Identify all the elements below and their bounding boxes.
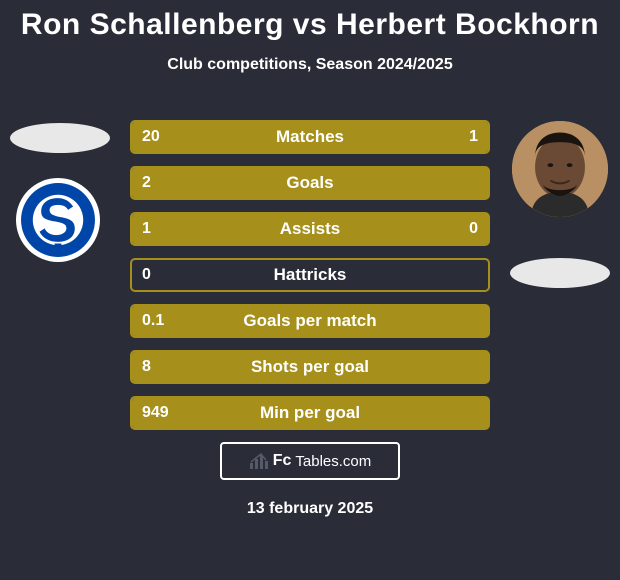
- stat-value-player2: 1: [469, 128, 478, 146]
- stat-value-player1: 0: [142, 266, 151, 284]
- player2-avatar: [512, 121, 608, 217]
- stat-label: Min per goal: [132, 403, 488, 423]
- footer-brand-bold: Fc: [273, 452, 292, 470]
- stat-label: Goals per match: [132, 311, 488, 331]
- bars-logo-icon: [249, 451, 269, 471]
- player1-oval: [10, 123, 110, 153]
- footer-brand-box: FcTables.com: [220, 442, 400, 480]
- stat-row: Goals2: [130, 166, 490, 200]
- stat-label: Assists: [132, 219, 488, 239]
- stat-row: Shots per goal8: [130, 350, 490, 384]
- player1-club-crest: 04: [16, 178, 100, 262]
- stat-value-player1: 2: [142, 174, 151, 192]
- comparison-title: Ron Schallenberg vs Herbert Bockhorn: [0, 0, 620, 42]
- player2-oval: [510, 258, 610, 288]
- comparison-subtitle: Club competitions, Season 2024/2025: [0, 56, 620, 74]
- stat-label: Hattricks: [132, 265, 488, 285]
- stat-label: Goals: [132, 173, 488, 193]
- svg-text:04: 04: [53, 247, 63, 257]
- footer-brand-rest: Tables.com: [295, 453, 371, 470]
- stat-value-player2: 0: [469, 220, 478, 238]
- stat-row: Matches20 1: [130, 120, 490, 154]
- stats-bars: Matches201Goals2Assists10Hattricks0Goals…: [130, 120, 490, 442]
- player-photo-icon: [512, 121, 608, 217]
- stat-label: Matches: [132, 127, 488, 147]
- stat-row: Min per goal949: [130, 396, 490, 430]
- stat-row: Hattricks0: [130, 258, 490, 292]
- schalke-crest-icon: 04: [16, 178, 100, 262]
- stat-value-player1: 0.1: [142, 312, 164, 330]
- stat-row: Goals per match0.1: [130, 304, 490, 338]
- footer-date: 13 february 2025: [0, 500, 620, 518]
- stat-row: Assists1 0: [130, 212, 490, 246]
- stat-value-player1: 949: [142, 404, 169, 422]
- stat-value-player1: 8: [142, 358, 151, 376]
- stat-value-player1: 20: [142, 128, 160, 146]
- stat-value-player1: 1: [142, 220, 151, 238]
- stat-label: Shots per goal: [132, 357, 488, 377]
